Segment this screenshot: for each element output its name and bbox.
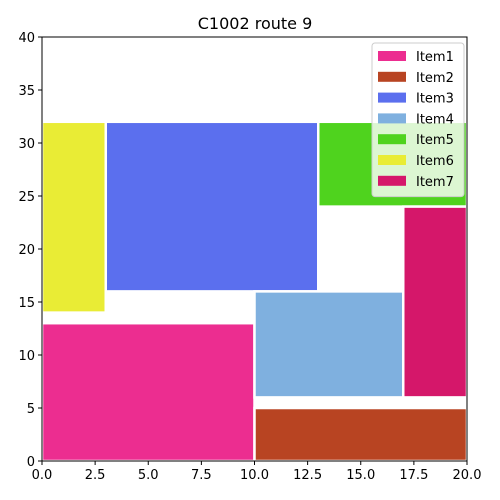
axes: 0.0 2.5 5.0 7.5 10.0 12.5 15.0 17.5 20.0 0 5 10 15 20… — [18, 31, 481, 483]
legend-label-item2: Item2 — [416, 71, 454, 86]
legend-label-item5: Item5 — [416, 133, 454, 148]
legend-swatch-item5 — [378, 134, 406, 145]
legend-swatch-item1 — [378, 51, 406, 61]
y-tick-label: 30 — [18, 137, 35, 152]
x-tick-label: 0.0 — [32, 468, 53, 483]
plot-rectangles — [40, 120, 469, 463]
rect-item1 — [40, 321, 256, 463]
x-tick-label: 10.0 — [240, 468, 269, 483]
rect-item6 — [40, 120, 107, 314]
chart-title: C1002 route 9 — [198, 14, 313, 33]
y-tick-label: 0 — [27, 455, 35, 470]
y-tick-label: 25 — [18, 190, 35, 205]
y-tick-label: 40 — [18, 31, 35, 46]
y-tick-label: 20 — [18, 243, 35, 258]
x-tick-label: 15.0 — [346, 468, 375, 483]
x-tick-label: 7.5 — [191, 468, 212, 483]
y-tick-label: 35 — [18, 84, 35, 99]
x-tick-label: 20.0 — [453, 468, 482, 483]
legend-swatch-item6 — [378, 155, 406, 165]
legend-label-item7: Item7 — [416, 175, 454, 190]
legend-swatch-item3 — [378, 92, 406, 103]
rect-item3 — [104, 120, 320, 293]
legend-swatch-item7 — [378, 175, 406, 186]
legend-label-item4: Item4 — [416, 112, 454, 127]
x-tick-label: 17.5 — [399, 468, 428, 483]
rect-item7 — [402, 205, 469, 399]
legend-label-item3: Item3 — [416, 92, 454, 107]
legend: Item1 Item2 Item3 Item4 Item5 Item6 Item7 — [371, 42, 465, 198]
legend-label-item1: Item1 — [416, 50, 454, 65]
rect-item2 — [253, 406, 469, 463]
rect-item4 — [253, 290, 405, 399]
x-tick-label: 2.5 — [85, 468, 106, 483]
y-tick-label: 5 — [27, 402, 35, 417]
legend-label-item6: Item6 — [416, 154, 454, 169]
x-tick-label: 5.0 — [138, 468, 159, 483]
x-tick-label: 12.5 — [293, 468, 322, 483]
y-tick-label: 15 — [18, 296, 35, 311]
legend-swatch-item4 — [378, 113, 406, 124]
legend-swatch-item2 — [378, 71, 406, 82]
y-tick-label: 10 — [18, 349, 35, 364]
